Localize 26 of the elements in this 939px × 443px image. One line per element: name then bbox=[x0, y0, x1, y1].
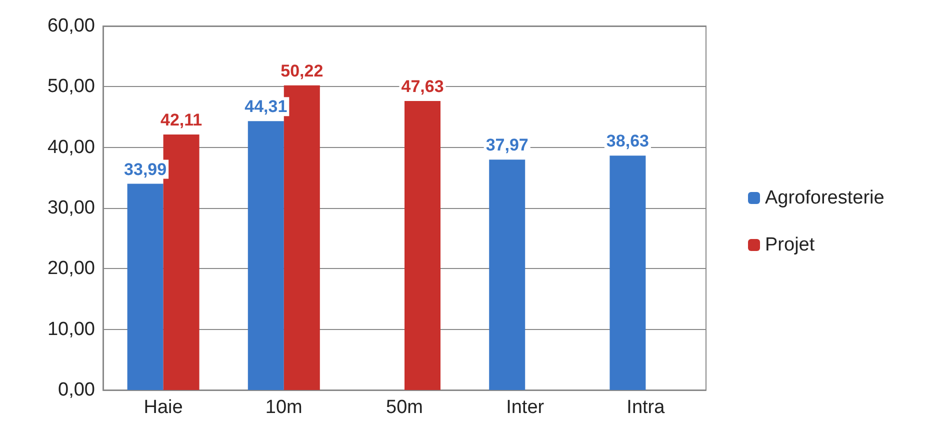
data-label: 47,63 bbox=[401, 77, 444, 96]
bar bbox=[248, 121, 284, 390]
y-tick-label: 20,00 bbox=[47, 258, 95, 280]
legend-label: Agroforesterie bbox=[765, 188, 884, 208]
y-tick-label: 30,00 bbox=[47, 198, 95, 218]
data-label: 37,97 bbox=[486, 136, 528, 155]
x-tick-label: Haie bbox=[144, 397, 183, 418]
data-label: 33,99 bbox=[124, 160, 167, 179]
x-tick-label: Inter bbox=[506, 397, 545, 418]
data-label: 38,63 bbox=[606, 132, 649, 151]
x-tick-label: 50m bbox=[386, 397, 423, 418]
x-tick-label: Intra bbox=[626, 397, 666, 418]
y-tick-label: 10,00 bbox=[47, 318, 95, 340]
bar bbox=[489, 160, 526, 390]
data-label: 50,22 bbox=[280, 61, 324, 80]
x-tick-label: 10m bbox=[265, 397, 302, 418]
bar bbox=[404, 101, 440, 390]
y-tick-label: 0,00 bbox=[58, 380, 95, 400]
data-label: 44,31 bbox=[244, 97, 288, 116]
y-tick-label: 50,00 bbox=[47, 76, 95, 98]
y-tick-label: 60,00 bbox=[47, 16, 95, 36]
legend-label: Projet bbox=[765, 234, 816, 256]
bar bbox=[610, 156, 646, 390]
data-label: 42,11 bbox=[160, 110, 202, 130]
y-tick-label: 40,00 bbox=[47, 136, 95, 158]
bar bbox=[127, 184, 164, 390]
